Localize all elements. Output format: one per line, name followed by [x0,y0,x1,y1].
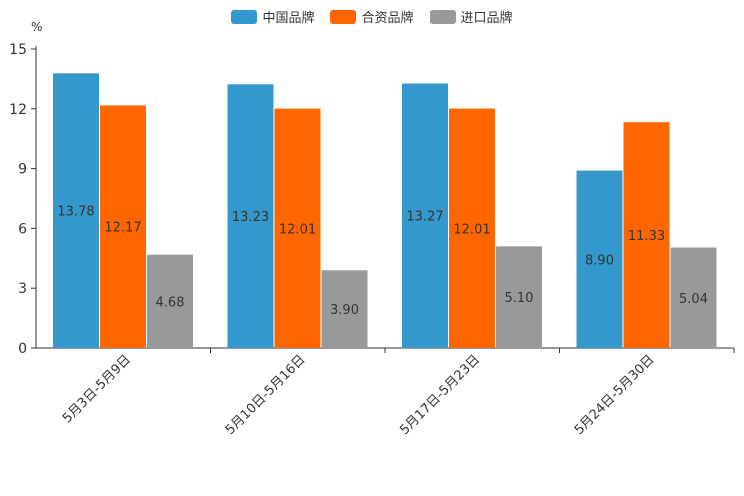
bar-value-label: 12.01 [279,222,316,237]
y-axis-unit: % [31,20,43,34]
y-tick-label: 0 [18,341,27,357]
bar-value-label: 13.27 [406,210,443,225]
legend-swatch-imported-brand [429,9,456,24]
bar-series-2-cat-2 [496,246,542,348]
legend: 中国品牌 合资品牌 进口品牌 [0,7,744,26]
bar-value-label: 3.90 [330,303,359,318]
bar-series-2-cat-3 [670,247,717,348]
bar-series-1-cat-0 [100,105,146,348]
y-tick-label: 12 [9,102,27,118]
legend-label-imported-brand: 进口品牌 [460,11,513,26]
bar-series-2-cat-0 [147,254,193,348]
legend-item-joint-venture-brand[interactable]: 合资品牌 [330,7,414,26]
legend-swatch-joint-venture-brand [330,9,357,24]
bar-value-label: 13.23 [232,210,269,225]
bar-series-0-cat-0 [53,73,99,348]
x-category-label: 5月10日-5月16日 [223,352,309,438]
bar-value-label: 13.78 [57,205,94,220]
bar-value-label: 12.01 [453,222,490,237]
x-category-label: 5月3日-5月9日 [60,352,134,426]
bar-value-label: 5.04 [679,292,708,307]
bar-value-label: 5.10 [505,291,534,306]
legend-label-joint-venture-brand: 合资品牌 [361,11,414,26]
legend-item-imported-brand[interactable]: 进口品牌 [429,7,513,26]
bar-series-1-cat-1 [274,108,321,348]
bar-series-0-cat-1 [227,84,274,349]
y-tick-label: 3 [18,281,27,297]
bar-series-0-cat-3 [576,170,623,348]
bar-value-label: 11.33 [628,229,665,244]
bar-value-label: 4.68 [156,295,185,310]
x-category-label: 5月17日-5月23日 [397,352,483,438]
x-category-label: 5月24日-5月30日 [572,352,658,438]
y-tick-label: 6 [18,221,27,237]
bar-series-1-cat-3 [623,122,670,348]
legend-label-china-brand: 中国品牌 [262,11,315,26]
bar-value-label: 8.90 [585,253,614,268]
legend-swatch-china-brand [231,9,258,24]
legend-item-china-brand[interactable]: 中国品牌 [231,7,314,26]
y-tick-label: 9 [18,162,27,178]
bar-series-0-cat-2 [402,83,448,348]
bar-series-1-cat-2 [449,108,495,348]
bar-series-2-cat-1 [321,270,368,348]
y-tick-label: 15 [9,42,27,58]
bar-value-label: 12.17 [104,221,141,236]
